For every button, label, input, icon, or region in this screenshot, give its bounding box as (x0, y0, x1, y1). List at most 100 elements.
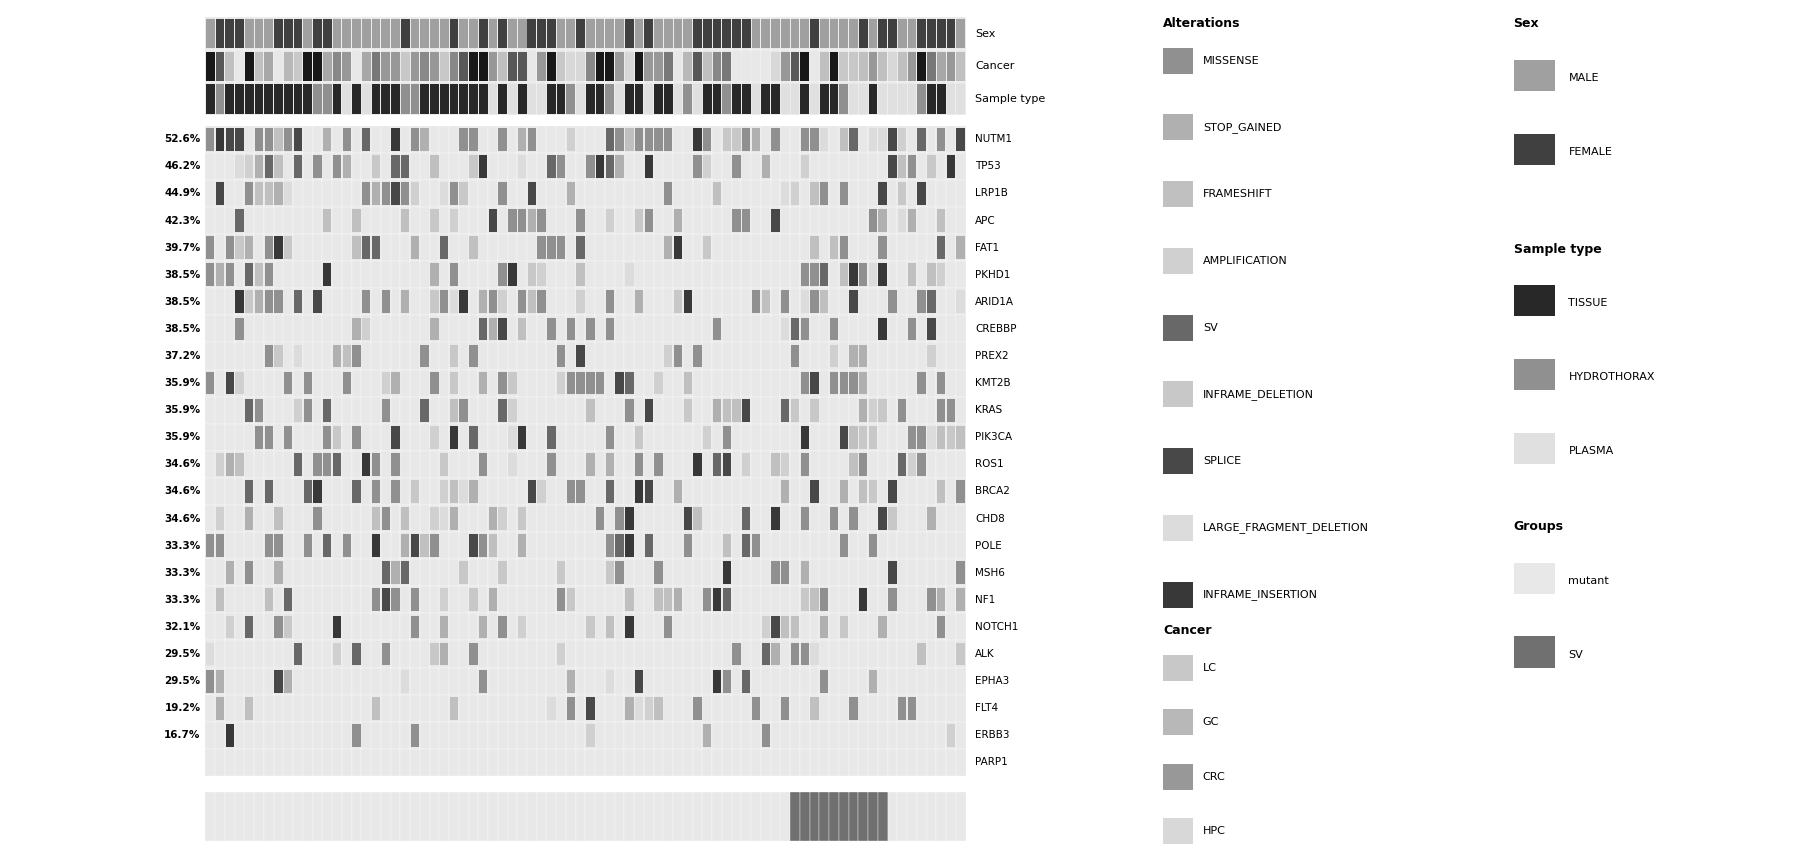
Bar (800, 316, 810, 342)
Bar (429, 316, 440, 342)
Bar (391, 128, 400, 151)
Bar (206, 642, 214, 665)
Bar (205, 668, 216, 694)
Bar (362, 84, 371, 114)
Bar (896, 288, 907, 316)
Bar (331, 478, 342, 505)
Bar (205, 641, 216, 668)
Bar (567, 478, 576, 505)
Bar (838, 668, 849, 694)
Bar (302, 668, 313, 694)
Bar (538, 290, 545, 313)
Bar (896, 792, 907, 841)
Bar (536, 316, 547, 342)
Bar (216, 207, 225, 234)
Bar (391, 451, 400, 478)
Bar (663, 478, 674, 505)
Bar (674, 52, 683, 81)
Bar (585, 17, 596, 50)
Bar (216, 749, 225, 776)
Bar (362, 478, 371, 505)
Bar (645, 505, 654, 532)
Bar (283, 17, 293, 50)
Text: CHD8: CHD8 (976, 513, 1005, 524)
Bar (478, 82, 487, 114)
Bar (927, 396, 936, 424)
Bar (741, 424, 752, 451)
Bar (858, 532, 867, 559)
Bar (322, 288, 331, 316)
Bar (478, 694, 487, 721)
Bar (225, 342, 235, 369)
Bar (244, 721, 254, 749)
Bar (878, 182, 887, 205)
Bar (683, 641, 692, 668)
Bar (800, 261, 810, 288)
Bar (391, 84, 400, 114)
Bar (273, 84, 283, 114)
Bar (887, 562, 896, 584)
Bar (692, 369, 703, 396)
Bar (810, 316, 819, 342)
Bar (547, 342, 556, 369)
Bar (752, 316, 761, 342)
Bar (458, 505, 469, 532)
Bar (771, 261, 781, 288)
Bar (936, 52, 945, 81)
Bar (538, 209, 545, 231)
Bar (712, 50, 723, 82)
Bar (283, 207, 293, 234)
Bar (244, 17, 254, 50)
Bar (654, 17, 663, 50)
Bar (431, 642, 438, 665)
Bar (781, 290, 790, 313)
Bar (703, 179, 712, 207)
Bar (362, 207, 371, 234)
Bar (723, 453, 732, 476)
Bar (840, 182, 848, 205)
Bar (518, 155, 527, 178)
Bar (625, 316, 634, 342)
Bar (596, 234, 605, 261)
Bar (458, 17, 469, 50)
Bar (567, 480, 576, 503)
Bar (732, 478, 741, 505)
Bar (351, 179, 362, 207)
Bar (907, 532, 916, 559)
Bar (674, 153, 683, 179)
Bar (362, 182, 371, 205)
Bar (791, 317, 799, 340)
Bar (283, 153, 293, 179)
Bar (849, 505, 858, 532)
Bar (322, 52, 331, 81)
Bar (440, 207, 449, 234)
Bar (420, 369, 429, 396)
Bar (781, 17, 790, 50)
Bar (869, 426, 877, 448)
Bar (916, 50, 927, 82)
Bar (654, 128, 663, 151)
Bar (205, 179, 216, 207)
Bar (849, 613, 858, 641)
Bar (605, 426, 614, 448)
Bar (791, 399, 799, 421)
Bar (781, 480, 790, 503)
Bar (458, 396, 469, 424)
Bar (916, 532, 927, 559)
Bar (819, 424, 829, 451)
Bar (440, 668, 449, 694)
Bar (625, 616, 634, 638)
Bar (458, 82, 469, 114)
Bar (244, 399, 254, 421)
Bar (790, 505, 800, 532)
Bar (264, 480, 273, 503)
Bar (205, 532, 216, 559)
Bar (371, 589, 380, 611)
Bar (732, 316, 741, 342)
Bar (273, 316, 283, 342)
Bar (380, 179, 391, 207)
Bar (576, 344, 585, 368)
Bar (712, 721, 723, 749)
Bar (752, 668, 761, 694)
Bar (371, 342, 380, 369)
